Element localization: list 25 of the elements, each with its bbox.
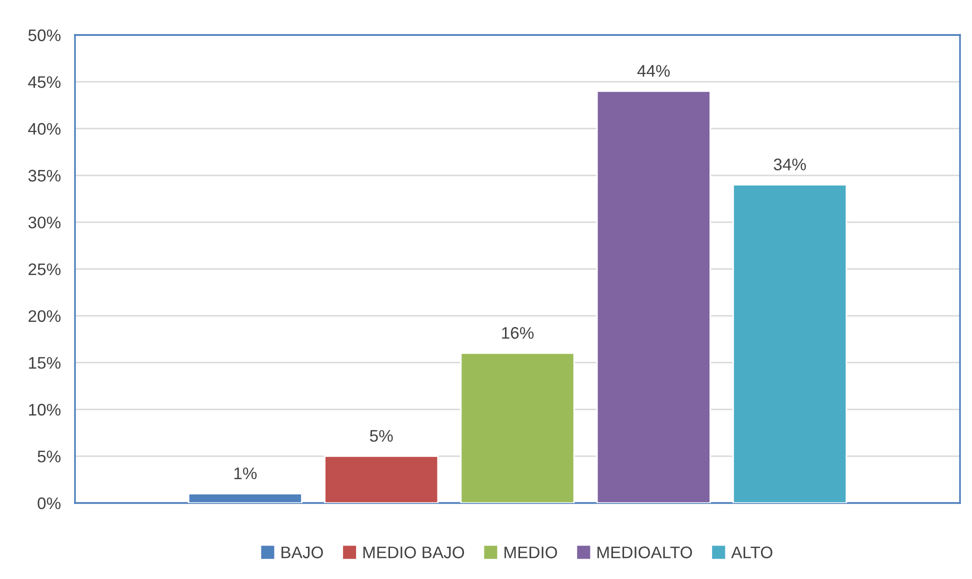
bar (596, 90, 711, 503)
legend-label: MEDIOALTO (598, 546, 692, 558)
legend-label: ALTO (731, 546, 772, 558)
y-tick-label: 35% (28, 170, 61, 182)
legend-label: MEDIO (504, 546, 558, 558)
y-tick-label: 45% (28, 76, 61, 88)
data-label: 1% (234, 468, 257, 480)
y-tick-label: 50% (28, 29, 61, 42)
data-label: 5% (370, 430, 393, 442)
data-label: 44% (637, 65, 670, 77)
legend-label: BAJO (282, 546, 323, 558)
y-tick-label: 30% (28, 216, 61, 228)
legend-label: MEDIO BAJO (363, 546, 464, 558)
y-tick-label: 15% (29, 357, 61, 369)
y-tick-label: 20% (28, 310, 61, 322)
y-tick-label: 0% (38, 497, 61, 510)
y-tick-label: 10% (29, 404, 61, 416)
y-tick-label: 40% (28, 123, 61, 135)
data-label: 34% (774, 158, 806, 170)
bar (460, 352, 575, 503)
bar (324, 456, 439, 503)
y-tick-label: 25% (28, 263, 61, 276)
y-tick-label: 5% (38, 450, 61, 462)
data-label: 16% (502, 327, 534, 339)
bar (732, 184, 848, 503)
